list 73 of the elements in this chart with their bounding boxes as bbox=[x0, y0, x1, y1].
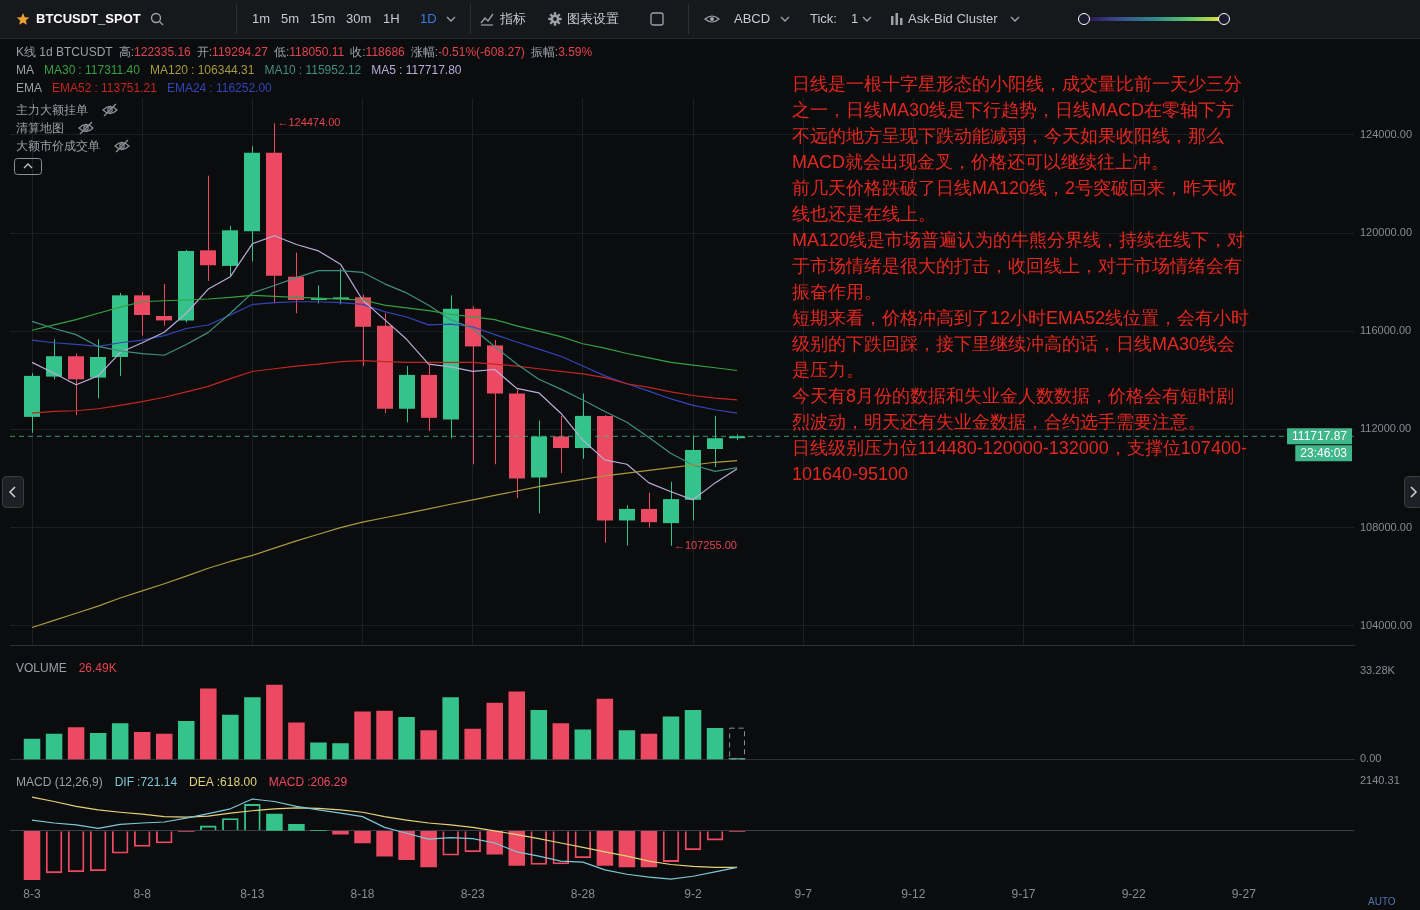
y-tick-label: 0.00 bbox=[1360, 752, 1382, 765]
text: 1H bbox=[383, 11, 400, 27]
text: 15m bbox=[310, 11, 336, 27]
chart-title: VOLUME bbox=[16, 661, 67, 675]
text: DEA bbox=[189, 775, 214, 789]
annotation: ←124474.00 bbox=[277, 116, 341, 129]
x-tick-label: 8-23 bbox=[460, 887, 486, 902]
chart-title: MACD (12,26,9) bbox=[16, 775, 103, 789]
text: BTCUSDT_SPOT bbox=[36, 11, 141, 27]
text: Ask-Bid Cluster bbox=[908, 11, 998, 27]
text: 30m bbox=[346, 11, 372, 27]
annotation: MA120线是市场普遍认为的牛熊分界线，持续在线下，对于市场情绪是很大的打击，收回线上，对于市场情绪会有振奋作用。 bbox=[792, 229, 1247, 304]
annotation: 短期来看，价格冲高到了12小时EMA52线位置，会有小时级别的下跌回踩，接下里继续冲高的话，日线MA30线会是压力。 bbox=[792, 307, 1250, 382]
y-tick-label: 124000.00 bbox=[1360, 127, 1412, 140]
annotation: 前几天价格跌破了日线MA120线，2号突破回来，昨天收线也还是在线上。 bbox=[792, 177, 1239, 226]
text: :618.00 bbox=[216, 775, 257, 789]
text: Tick: bbox=[810, 11, 837, 27]
annotation: 清算地图 bbox=[16, 120, 64, 136]
text: MA10 bbox=[264, 63, 296, 77]
text: 1m bbox=[252, 11, 271, 27]
chart-title: K线 1d BTCUSDT bbox=[16, 45, 113, 59]
series-label: MACD bbox=[268, 775, 305, 789]
text: MA5 bbox=[371, 63, 396, 77]
y-tick-label: 116000.00 bbox=[1360, 324, 1412, 337]
y-tick-label: 112000.00 bbox=[1360, 422, 1412, 435]
x-tick-label: 8-28 bbox=[570, 887, 596, 902]
text: 5m bbox=[281, 11, 300, 27]
text: : 116252.00 bbox=[209, 81, 272, 95]
text: MA120 bbox=[149, 63, 189, 77]
y-tick-label: 108000.00 bbox=[1360, 520, 1412, 533]
text: DIF bbox=[114, 775, 135, 789]
text: 2140.31 bbox=[1360, 774, 1400, 787]
x-tick-label: 8-13 bbox=[240, 887, 265, 902]
annotation: 26.49K bbox=[78, 661, 117, 675]
text: MA30 bbox=[44, 63, 76, 77]
text: 图表设置 bbox=[567, 11, 619, 27]
y-tick-label: 33.28K bbox=[1360, 663, 1396, 676]
annotation: 日线是一根十字星形态的小阳线，成交量比前一天少三分之一，日线MA30线是下行趋势，日线MACD在零轴下方不远的地方呈现下跌动能减弱，今天如果收阳线，那么MACD就会出现金叉，价格还可以继续往上冲。 bbox=[792, 73, 1243, 174]
text: 1D bbox=[420, 11, 437, 27]
text: MA bbox=[16, 63, 34, 77]
text: : 117717.80 bbox=[398, 63, 462, 77]
annotation: 今天有8月份的数据和失业金人数数据，价格会有短时剧烈波动，明天还有失业金数据，合约选手需要注意。 bbox=[792, 385, 1235, 434]
text: : 106344.31 bbox=[191, 63, 255, 77]
text: : 113751.21 bbox=[94, 81, 157, 95]
x-tick-label: 8-18 bbox=[350, 887, 375, 902]
text: ABCD bbox=[734, 11, 771, 27]
text: 1 bbox=[851, 11, 859, 27]
text: : 117311.40 bbox=[78, 63, 140, 77]
x-tick-label: 9-7 bbox=[794, 887, 813, 902]
text: 高:122335.16 开:119294.27 低:118050.11 收:118686 涨幅:-0.51%(-608.27) 振幅:3.59% bbox=[118, 45, 593, 59]
text: 指标 bbox=[500, 11, 526, 27]
x-tick-label: 9-2 bbox=[684, 887, 703, 902]
x-tick-label: 9-27 bbox=[1231, 887, 1257, 902]
ref-line-label: 111717.87 bbox=[1292, 428, 1348, 443]
annotation: 日线级别压力位114480-120000-132000，支撑位107400-101640-95100 bbox=[792, 437, 1248, 486]
x-tick-label: 8-3 bbox=[23, 887, 42, 902]
x-tick-label: 9-17 bbox=[1011, 887, 1036, 902]
text: :206.29 bbox=[307, 775, 348, 789]
text: EMA52 bbox=[52, 81, 92, 95]
y-tick-label: 104000.00 bbox=[1360, 618, 1412, 631]
text: EMA bbox=[16, 81, 43, 95]
annotation: 大额市价成交单 bbox=[16, 138, 100, 154]
x-tick-label: 8-8 bbox=[133, 887, 152, 902]
text: AUTO bbox=[1368, 896, 1396, 908]
y-tick-label: 120000.00 bbox=[1360, 226, 1412, 239]
text: EMA24 bbox=[166, 81, 207, 95]
x-tick-label: 9-12 bbox=[901, 887, 926, 902]
annotation: 主力大额挂单 bbox=[16, 102, 88, 118]
annotation: 23:46:03 bbox=[1300, 445, 1348, 460]
text: : 115952.12 bbox=[298, 63, 362, 77]
text: :721.14 bbox=[137, 775, 178, 789]
annotation: ←107255.00 bbox=[673, 538, 737, 551]
x-tick-label: 9-22 bbox=[1121, 887, 1146, 902]
